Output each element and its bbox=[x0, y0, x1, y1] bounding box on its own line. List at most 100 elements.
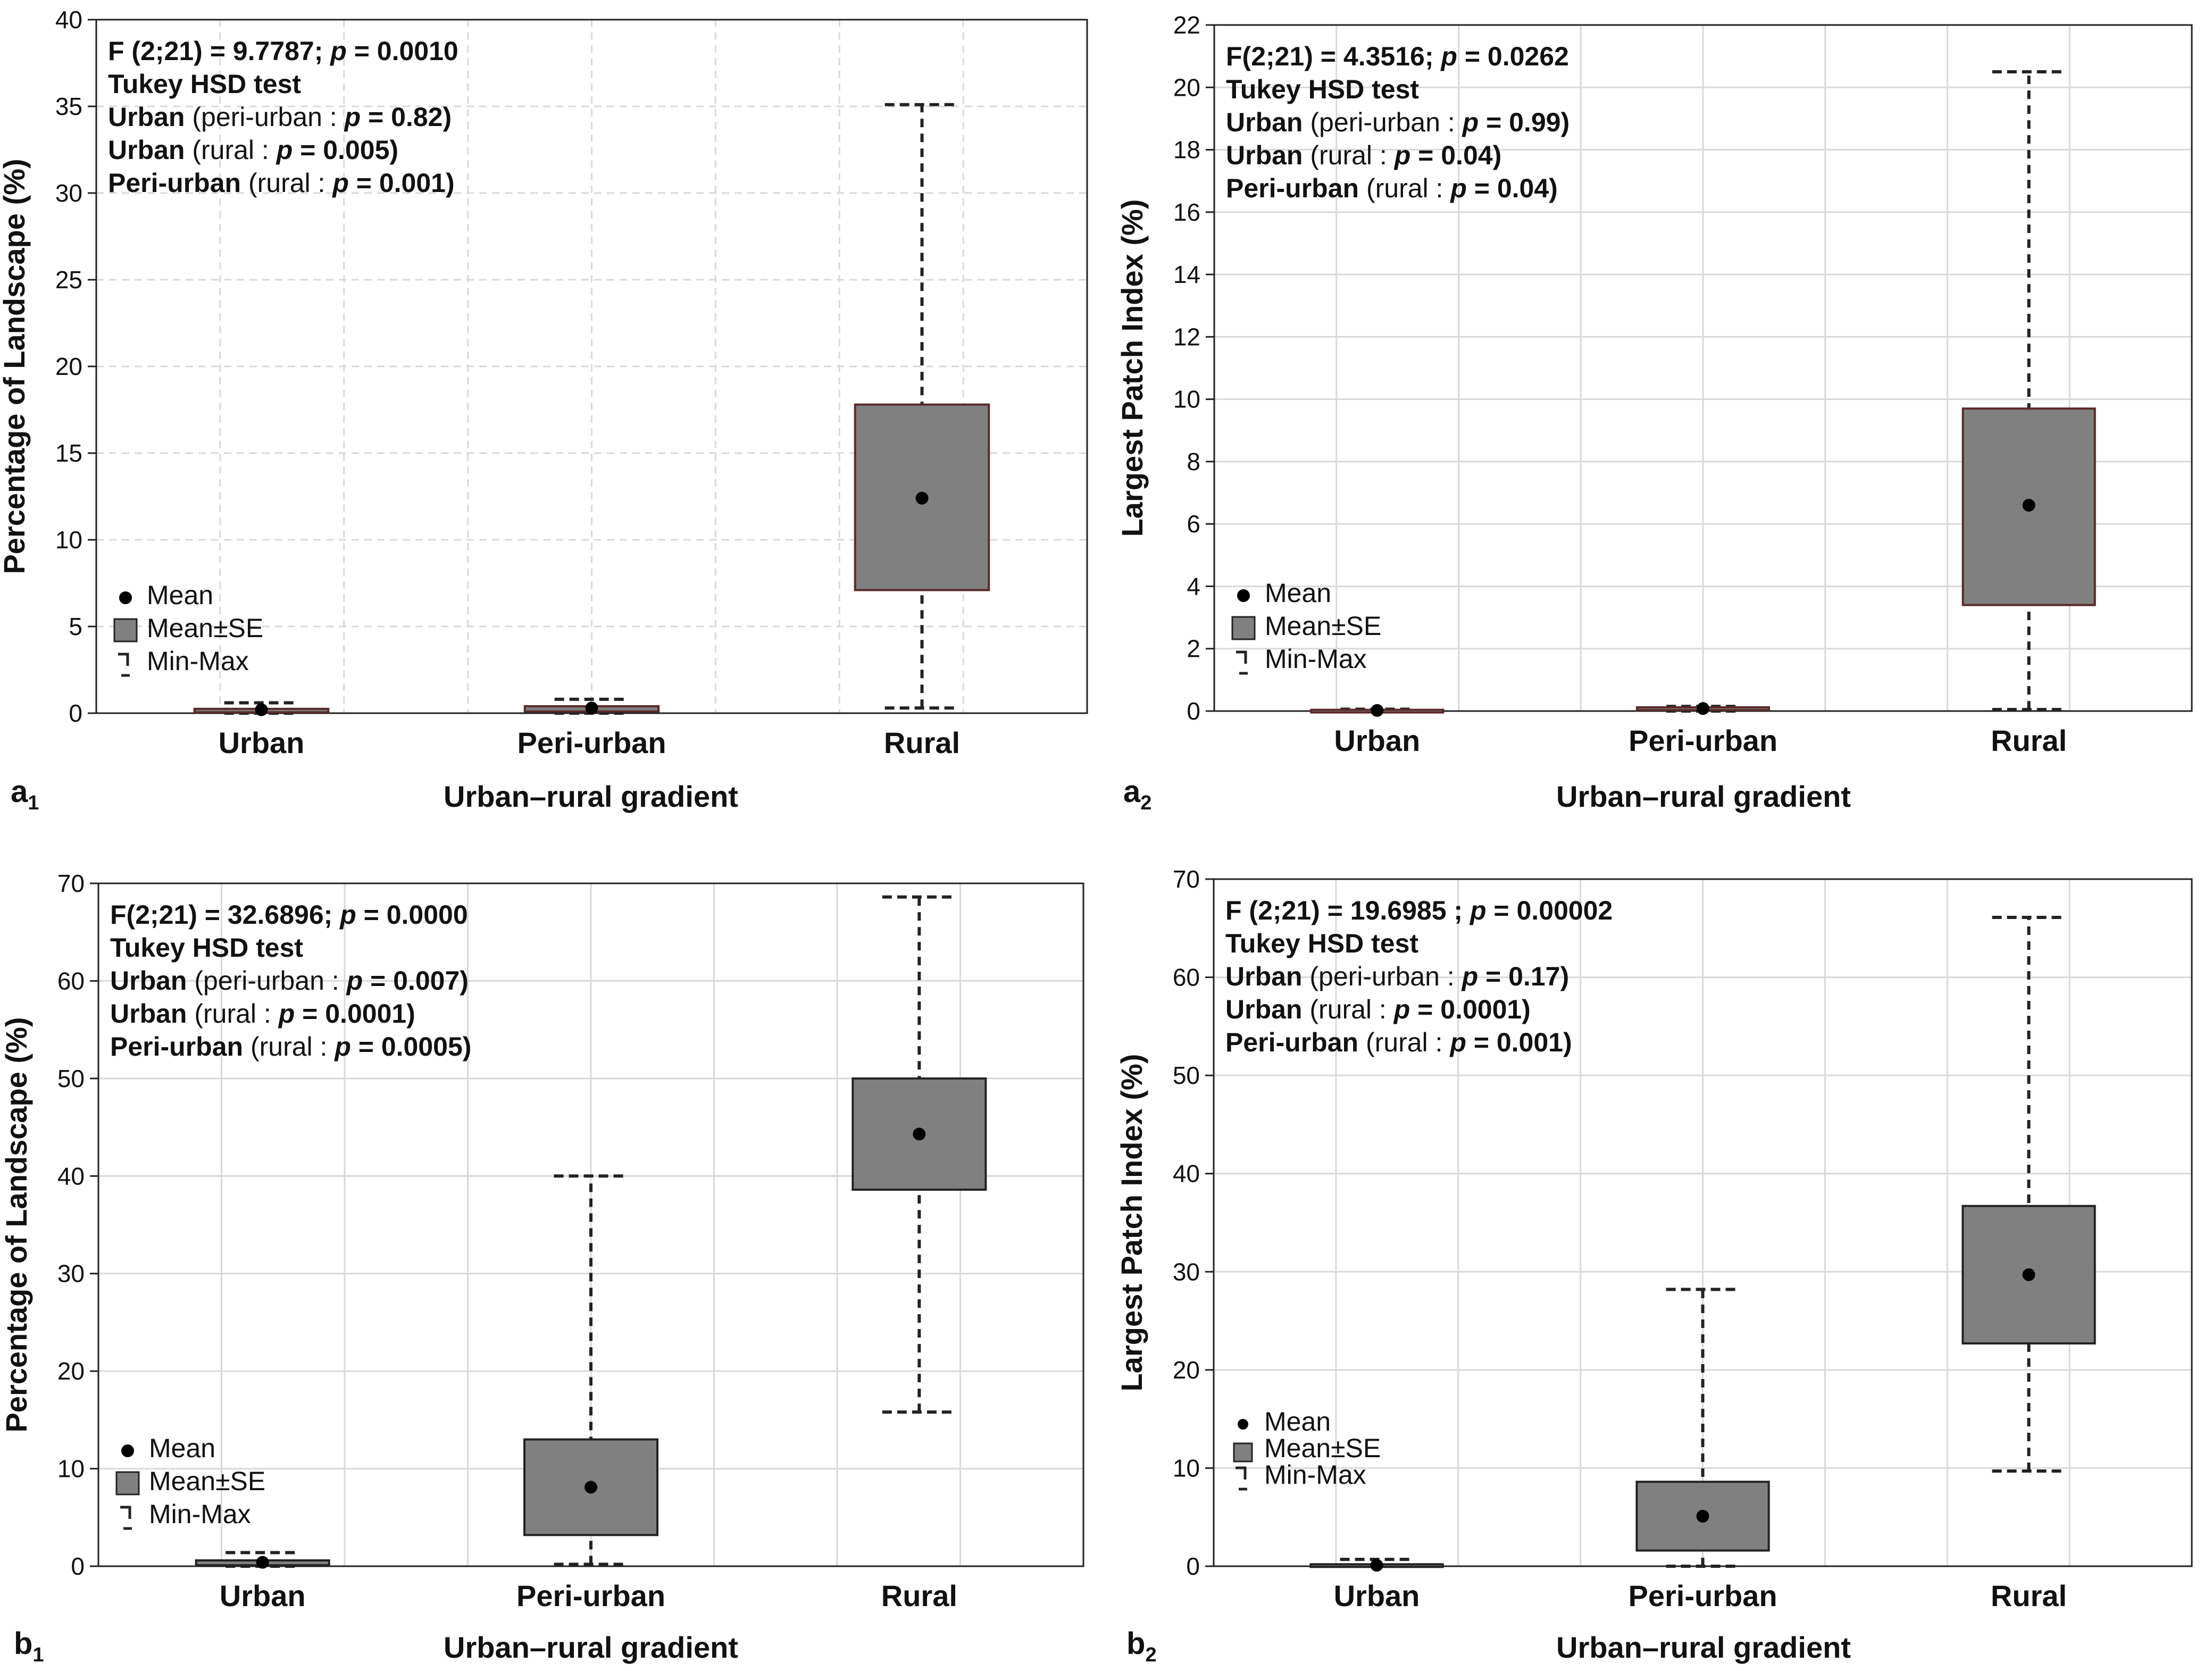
legend-se-swatch bbox=[115, 1471, 140, 1495]
chart-panel-a1: 0 5 10 15 20 25 30 35 40 Urban Peri-urban Rural Urba… bbox=[0, 6, 1088, 814]
mean-marker bbox=[585, 1481, 597, 1494]
box-rural bbox=[854, 103, 990, 710]
stats-line: Peri-urban (rural : p = 0.001) bbox=[108, 168, 455, 198]
y-tick-label: 0 bbox=[69, 699, 82, 727]
y-axis-title: Percentage of Landscape (%) bbox=[0, 1017, 33, 1432]
se-box bbox=[1635, 1481, 1770, 1552]
y-tick-label: 20 bbox=[1173, 1356, 1200, 1384]
stats-line: Urban (rural : p = 0.005) bbox=[108, 135, 398, 165]
x-category-label: Urban bbox=[219, 726, 305, 759]
y-tick-label: 50 bbox=[57, 1065, 85, 1092]
y-tick-label: 70 bbox=[57, 870, 85, 897]
stats-line: F (2;21) = 19.6985 ; p = 0.00002 bbox=[1225, 896, 1613, 925]
legend-minmax-symbol bbox=[1236, 1466, 1247, 1491]
plot-frame bbox=[97, 882, 1084, 1567]
chart-panel-b2: 0 10 20 30 40 50 60 70 Urban Peri-urban Rural Urban… bbox=[1115, 865, 2193, 1666]
stats-line: Peri-urban (rural : p = 0.001) bbox=[1225, 1027, 1572, 1057]
y-tick-label: 30 bbox=[1173, 1258, 1200, 1285]
y-tick-label: 70 bbox=[1173, 865, 1200, 893]
legend-mean-marker bbox=[1237, 589, 1250, 602]
x-category-label: Rural bbox=[1991, 724, 2067, 757]
legend-mean-marker bbox=[121, 1444, 134, 1457]
legend-minmax-label: Min-Max bbox=[1265, 644, 1367, 674]
box-peri-urban bbox=[1635, 1288, 1770, 1568]
legend-minmax-symbol bbox=[1236, 650, 1248, 675]
y-tick-label: 10 bbox=[55, 526, 82, 554]
x-category-label: Rural bbox=[881, 1579, 957, 1612]
legend-se-swatch bbox=[113, 618, 138, 642]
x-category-label: Rural bbox=[1991, 1579, 2067, 1612]
mean-marker bbox=[255, 703, 268, 716]
legend-se-swatch bbox=[1233, 1442, 1253, 1463]
y-tick-label: 12 bbox=[1173, 323, 1200, 350]
box-peri-urban bbox=[523, 1174, 659, 1566]
legend-mean-label: Mean bbox=[147, 580, 213, 610]
y-axis-title: Largest Patch Index (%) bbox=[1115, 1054, 1148, 1392]
x-category-label: Peri-urban bbox=[1629, 724, 1777, 757]
box-urban bbox=[1310, 704, 1445, 717]
stats-line: F (2;21) = 9.7787; p = 0.0010 bbox=[108, 36, 458, 66]
y-tick-label: 4 bbox=[1187, 572, 1200, 600]
mean-marker bbox=[2022, 1268, 2035, 1281]
mean-marker bbox=[256, 1556, 269, 1569]
legend-minmax-label: Min-Max bbox=[147, 646, 249, 676]
x-category-label: Urban bbox=[220, 1579, 306, 1612]
legend-mean-label: Mean bbox=[1265, 578, 1331, 608]
y-tick-label: 25 bbox=[55, 266, 82, 294]
x-axis-title: Urban–rural gradient bbox=[1556, 780, 1851, 813]
y-axis-title: Largest Patch Index (%) bbox=[1115, 199, 1149, 537]
stats-line: Urban (rural : p = 0.0001) bbox=[1225, 995, 1531, 1024]
y-tick-label: 16 bbox=[1173, 198, 1200, 226]
box-peri-urban bbox=[1635, 702, 1771, 715]
x-axis-title: Urban–rural gradient bbox=[444, 1631, 738, 1664]
stats-line: Urban (rural : p = 0.04) bbox=[1226, 140, 1501, 170]
y-tick-label: 6 bbox=[1187, 510, 1200, 538]
legend-se-label: Mean±SE bbox=[1264, 1433, 1381, 1463]
y-tick-label: 20 bbox=[1173, 73, 1200, 101]
y-axis-title: Percentage of Landscape (%) bbox=[0, 158, 31, 574]
box-peri-urban bbox=[523, 697, 660, 715]
box-urban bbox=[1309, 1558, 1444, 1572]
y-tick-label: 14 bbox=[1173, 261, 1200, 288]
stats-line: Tukey HSD test bbox=[110, 933, 303, 963]
y-tick-label: 8 bbox=[1187, 448, 1200, 475]
y-tick-label: 0 bbox=[1187, 697, 1200, 725]
legend-minmax-symbol bbox=[118, 653, 130, 677]
mean-marker bbox=[1370, 1559, 1383, 1572]
mean-marker bbox=[585, 701, 598, 715]
y-tick-label: 60 bbox=[57, 967, 85, 995]
mean-marker bbox=[2022, 499, 2035, 512]
x-category-label: Rural bbox=[884, 726, 960, 759]
mean-marker bbox=[1696, 1509, 1709, 1523]
box-urban bbox=[193, 701, 330, 716]
panel-label: a2 bbox=[1123, 774, 1151, 814]
stats-line: Urban (peri-urban : p = 0.007) bbox=[110, 966, 469, 996]
y-tick-label: 10 bbox=[1173, 386, 1200, 413]
legend-minmax-label: Min-Max bbox=[149, 1499, 251, 1529]
legend-minmax-label: Min-Max bbox=[1264, 1460, 1366, 1490]
x-category-label: Urban bbox=[1334, 1579, 1420, 1612]
y-tick-label: 2 bbox=[1187, 635, 1200, 663]
box-rural bbox=[852, 895, 987, 1414]
legend-mean-marker bbox=[119, 591, 132, 604]
y-tick-label: 15 bbox=[55, 439, 82, 467]
x-category-label: Peri-urban bbox=[516, 1579, 665, 1612]
stats-line: Urban (peri-urban : p = 0.99) bbox=[1226, 107, 1570, 137]
y-tick-label: 10 bbox=[1173, 1454, 1200, 1482]
y-tick-label: 22 bbox=[1173, 11, 1200, 39]
mean-marker bbox=[913, 1127, 926, 1141]
y-tick-label: 5 bbox=[69, 613, 82, 640]
stats-line: F(2;21) = 4.3516; p = 0.0262 bbox=[1226, 41, 1569, 71]
legend-mean-marker bbox=[1238, 1419, 1248, 1430]
stats-line: Tukey HSD test bbox=[1226, 74, 1419, 104]
stats-line: Tukey HSD test bbox=[1225, 929, 1418, 958]
y-tick-label: 0 bbox=[1186, 1552, 1200, 1580]
y-tick-label: 18 bbox=[1173, 136, 1200, 164]
y-tick-label: 40 bbox=[1173, 1160, 1200, 1188]
x-category-label: Peri-urban bbox=[1628, 1579, 1777, 1612]
y-tick-label: 60 bbox=[1173, 964, 1200, 991]
